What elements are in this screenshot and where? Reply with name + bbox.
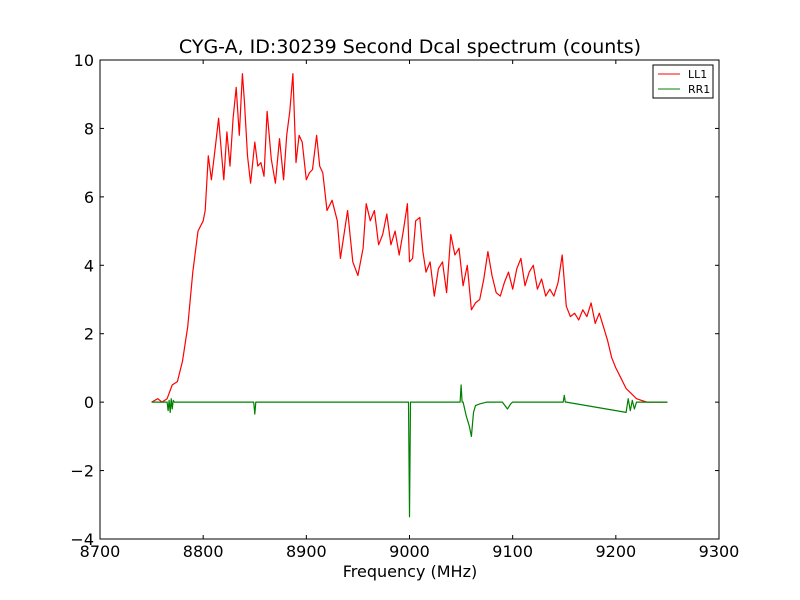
- tick-layer: 8700 8800 8900 9000 9100 9200 9300 −4 −2 0 2 4 6 8 10: [70, 51, 739, 561]
- y-tick-label: −2: [70, 462, 94, 481]
- series-layer: [151, 73, 668, 518]
- series-line-rr1: [151, 384, 668, 518]
- y-tick-label: −4: [70, 530, 94, 549]
- y-tick-label: 0: [84, 393, 94, 412]
- x-tick-label: 9300: [699, 542, 740, 561]
- legend-label-rr1: RR1: [688, 83, 710, 96]
- chart-title: CYG-A, ID:30239 Second Dcal spectrum (co…: [179, 36, 641, 58]
- x-tick-label: 8900: [286, 542, 327, 561]
- x-tick-label: 8800: [183, 542, 224, 561]
- x-tick-label: 8700: [80, 542, 121, 561]
- y-tick-label: 2: [84, 325, 94, 344]
- y-tick-label: 8: [84, 119, 94, 138]
- legend-box: [652, 64, 714, 99]
- x-tick-label: 9000: [389, 542, 430, 561]
- legend: LL1 RR1: [652, 64, 714, 99]
- y-tick-label: 10: [74, 51, 94, 70]
- x-tick-label: 9200: [595, 542, 636, 561]
- x-axis-label: Frequency (MHz): [343, 562, 477, 581]
- y-tick-label: 4: [84, 256, 94, 275]
- legend-label-ll1: LL1: [688, 68, 707, 81]
- x-tick-label: 9100: [492, 542, 533, 561]
- y-tick-label: 6: [84, 188, 94, 207]
- series-line-ll1: [151, 73, 668, 403]
